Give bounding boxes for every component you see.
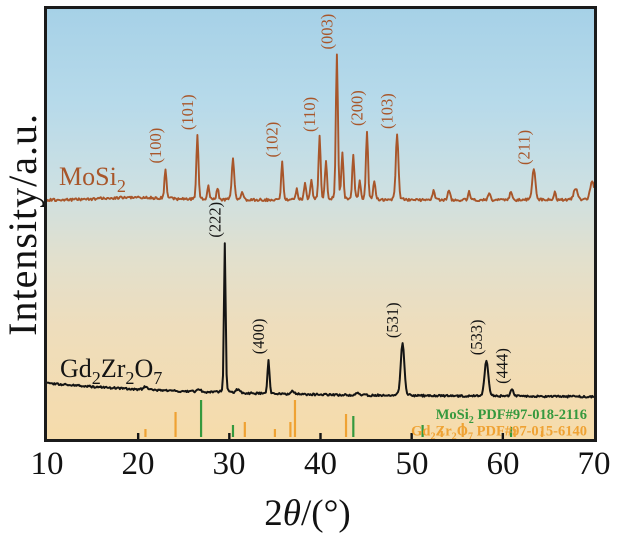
theta-symbol: θ: [282, 493, 301, 534]
trace-Gd2Zr2O7: [47, 242, 594, 399]
trace-label-MoSi2: MoSi2: [59, 162, 126, 196]
x-tick-mark: [228, 433, 231, 439]
peak-label-MoSi2: (003): [317, 14, 336, 50]
trace-label-Gd2Zr2O7: Gd2Zr2O7: [60, 354, 162, 388]
x-tick-label: 70: [577, 446, 611, 482]
peak-label-MoSi2: (101): [178, 94, 197, 130]
plot-area: (100) (101) (102) (110) (003) (200) (103) (211)…: [44, 6, 597, 442]
peak-label-Gd2Zr2O7: (444): [492, 348, 511, 384]
x-tick-mark: [319, 433, 322, 439]
x-tick-label: 40: [304, 446, 337, 482]
peak-label-Gd2Zr2O7: (222): [205, 202, 224, 238]
x-axis-title-part: 2: [264, 493, 283, 534]
x-axis-tick-labels: 10 20 30 40 50 60 70: [0, 446, 619, 486]
peak-label-MoSi2: (110): [300, 97, 319, 132]
peak-label-MoSi2: (102): [263, 122, 282, 158]
peak-label-MoSi2: (211): [514, 130, 533, 165]
x-tick-label: 10: [30, 446, 64, 482]
x-axis-title: 2θ/(°): [34, 492, 581, 535]
peak-label-Gd2Zr2O7: (533): [467, 319, 486, 355]
legend-entry-MoSi2: MoSi2 PDF#97-018-2116: [436, 407, 587, 426]
x-tick-mark: [501, 433, 505, 439]
y-axis-label-wrap: Intensity/a.u.: [0, 6, 45, 442]
x-tick-label: 30: [212, 446, 246, 482]
x-axis-title-part: /(°): [300, 493, 351, 534]
x-tick-label: 50: [395, 446, 429, 482]
peak-label-MoSi2: (103): [378, 93, 397, 129]
peak-label-MoSi2: (100): [146, 128, 165, 164]
y-axis-label: Intensity/a.u.: [0, 112, 45, 336]
legend-entry-Gd2Zr2O7: Gd2Zr2O7 PDF#97-015-6140: [411, 424, 587, 440]
x-tick-mark: [136, 433, 140, 439]
peak-label-Gd2Zr2O7: (531): [383, 302, 402, 338]
peak-label-Gd2Zr2O7: (400): [249, 318, 268, 354]
x-tick-label: 20: [121, 446, 155, 482]
x-tick-mark: [410, 433, 413, 439]
peak-label-MoSi2: (200): [347, 90, 366, 126]
x-tick-label: 60: [486, 446, 520, 482]
xrd-chart: (100) (101) (102) (110) (003) (200) (103) (211)…: [47, 14, 594, 440]
trace-MoSi2: [47, 53, 594, 203]
